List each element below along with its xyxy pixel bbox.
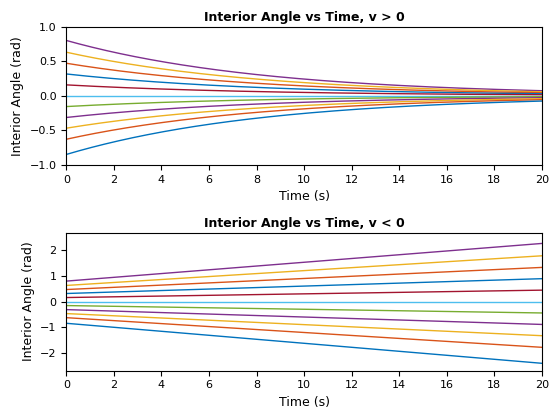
Title: Interior Angle vs Time, v > 0: Interior Angle vs Time, v > 0 xyxy=(204,11,404,24)
X-axis label: Time (s): Time (s) xyxy=(279,396,330,409)
Y-axis label: Interior Angle (rad): Interior Angle (rad) xyxy=(22,241,35,362)
X-axis label: Time (s): Time (s) xyxy=(279,190,330,203)
Title: Interior Angle vs Time, v < 0: Interior Angle vs Time, v < 0 xyxy=(204,217,404,230)
Y-axis label: Interior Angle (rad): Interior Angle (rad) xyxy=(11,36,24,155)
